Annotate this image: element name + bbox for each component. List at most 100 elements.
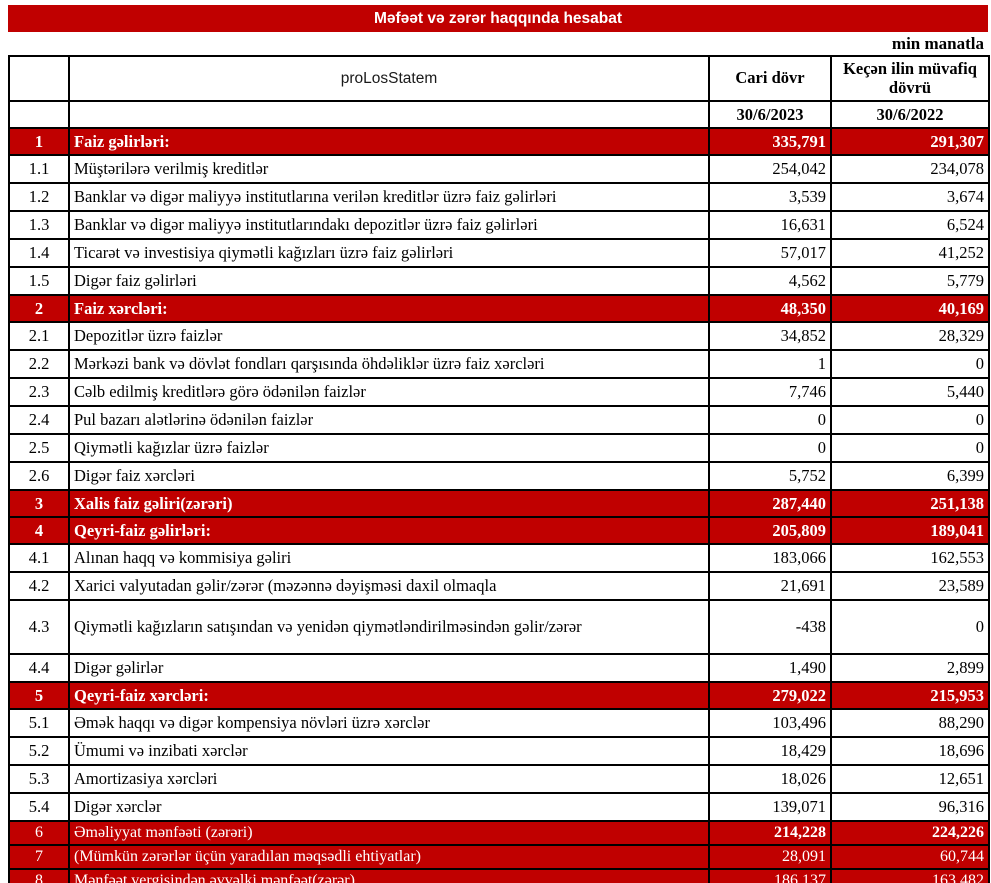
table-header: proLosStatem Cari dövr Keçən ilin müvafi… (8, 55, 990, 129)
table-row: 5.1 Əmək haqqı və digər kompensiya növlər… (8, 708, 990, 738)
prior-value-cell: 18,696 (830, 736, 990, 766)
current-value-cell: 57,017 (708, 238, 832, 268)
row-number-cell: 2.4 (8, 405, 70, 435)
row-number-cell: 4.2 (8, 571, 70, 601)
prior-value-cell: 0 (830, 599, 990, 655)
current-value-cell: 7,746 (708, 377, 832, 407)
row-number-cell: 4.3 (8, 599, 70, 655)
prior-value-cell: 162,553 (830, 543, 990, 573)
table-row: 7 (Mümkün zərərlər üçün yaradılan məqsədl… (8, 844, 990, 870)
table-row: 4.1 Alınan haqq və kommisiya gəliri 183,06… (8, 543, 990, 573)
table-row: 5 Qeyri-faiz xərcləri: 279,022 215,953 (8, 681, 990, 710)
row-label-cell: Mərkəzi bank və dövlət fondları qarşısın… (68, 349, 710, 379)
table-row: 4 Qeyri-faiz gəlirləri: 205,809 189,041 (8, 516, 990, 545)
current-value-cell: 4,562 (708, 266, 832, 296)
table-row: 2 Faiz xərcləri: 48,350 40,169 (8, 294, 990, 323)
prior-value-cell: 0 (830, 405, 990, 435)
row-label-cell: Qiymətli kağızlar üzrə faizlər (68, 433, 710, 463)
row-label-cell: Müştərilərə verilmiş kreditlər (68, 154, 710, 184)
row-number-cell: 5.4 (8, 792, 70, 822)
prior-value-cell: 0 (830, 349, 990, 379)
row-label-cell: Pul bazarı alətlərinə ödənilən faizlər (68, 405, 710, 435)
prior-value-cell: 60,744 (830, 844, 990, 870)
current-value-cell: 335,791 (708, 127, 832, 156)
row-number-cell: 1.4 (8, 238, 70, 268)
current-value-cell: 34,852 (708, 321, 832, 351)
table-row: 2.4 Pul bazarı alətlərinə ödənilən faizlə… (8, 405, 990, 435)
current-value-cell: 18,429 (708, 736, 832, 766)
profit-loss-table: proLosStatem Cari dövr Keçən ilin müvafi… (8, 55, 990, 883)
table-row: 4.2 Xarici valyutadan gəlir/zərər (məzənn… (8, 571, 990, 601)
row-number-cell: 8 (8, 868, 70, 883)
row-number-cell: 1.3 (8, 210, 70, 240)
row-label-cell: Qeyri-faiz gəlirləri: (68, 516, 710, 545)
prior-value-cell: 41,252 (830, 238, 990, 268)
unit-note: min manatla (891, 34, 984, 53)
prior-value-cell: 28,329 (830, 321, 990, 351)
current-value-cell: 287,440 (708, 489, 832, 518)
table-row: 4.3 Qiymətli kağızların satışından və yen… (8, 599, 990, 655)
table-row: 1.4 Ticarət və investisiya qiymətli kağız… (8, 238, 990, 268)
row-label-cell: Ümumi və inzibati xərclər (68, 736, 710, 766)
current-period-date: 30/6/2023 (708, 100, 832, 129)
report-page: Məfəət və zərər haqqında hesabat min man… (8, 5, 990, 883)
current-value-cell: 1 (708, 349, 832, 379)
prior-period-header: Keçən ilin müvafiq dövrü (830, 55, 990, 102)
current-value-cell: 16,631 (708, 210, 832, 240)
current-value-cell: 18,026 (708, 764, 832, 794)
prior-value-cell: 251,138 (830, 489, 990, 518)
table-row: 1.2 Banklar və digər maliyyə institutları… (8, 182, 990, 212)
row-label-cell: Xalis faiz gəliri(zərəri) (68, 489, 710, 518)
prior-value-cell: 2,899 (830, 653, 990, 683)
prior-value-cell: 23,589 (830, 571, 990, 601)
row-number-cell: 2.5 (8, 433, 70, 463)
row-number-cell: 1.1 (8, 154, 70, 184)
name-column-header: proLosStatem (68, 55, 710, 102)
header-row-titles: proLosStatem Cari dövr Keçən ilin müvafi… (8, 55, 990, 102)
prior-period-date: 30/6/2022 (830, 100, 990, 129)
prior-value-cell: 3,674 (830, 182, 990, 212)
table-row: 5.2 Ümumi və inzibati xərclər 18,429 18,696 (8, 736, 990, 766)
row-label-cell: Digər xərclər (68, 792, 710, 822)
prior-value-cell: 6,524 (830, 210, 990, 240)
current-value-cell: 5,752 (708, 461, 832, 491)
row-label-cell: Faiz xərcləri: (68, 294, 710, 323)
row-label-cell: Qiymətli kağızların satışından və yenidə… (68, 599, 710, 655)
row-number-cell: 7 (8, 844, 70, 870)
current-value-cell: 214,228 (708, 820, 832, 846)
row-number-cell: 5 (8, 681, 70, 710)
row-label-cell: Banklar və digər maliyyə institutlarında… (68, 210, 710, 240)
current-value-cell: 28,091 (708, 844, 832, 870)
row-number-cell: 5.1 (8, 708, 70, 738)
row-number-cell: 6 (8, 820, 70, 846)
row-number-cell: 2.1 (8, 321, 70, 351)
table-row: 5.4 Digər xərclər 139,071 96,316 (8, 792, 990, 822)
row-label-cell: Amortizasiya xərcləri (68, 764, 710, 794)
table-row: 1.1 Müştərilərə verilmiş kreditlər 254,042… (8, 154, 990, 184)
row-number-cell: 5.3 (8, 764, 70, 794)
prior-value-cell: 0 (830, 433, 990, 463)
table-row: 1.3 Banklar və digər maliyyə institutları… (8, 210, 990, 240)
current-value-cell: 186,137 (708, 868, 832, 883)
row-number-cell: 4.4 (8, 653, 70, 683)
table-row: 1 Faiz gəlirləri: 335,791 291,307 (8, 127, 990, 156)
row-number-cell: 2 (8, 294, 70, 323)
row-label-cell: Cəlb edilmiş kreditlərə görə ödənilən fa… (68, 377, 710, 407)
row-number-cell: 1 (8, 127, 70, 156)
row-number-cell: 2.2 (8, 349, 70, 379)
empty-corner-cell (8, 55, 70, 102)
current-value-cell: 103,496 (708, 708, 832, 738)
table-row: 3 Xalis faiz gəliri(zərəri) 287,440 251,138 (8, 489, 990, 518)
table-row: 2.5 Qiymətli kağızlar üzrə faizlər 0 0 (8, 433, 990, 463)
table-body: 1 Faiz gəlirləri: 335,791 291,307 1.1 Müştəri… (8, 127, 990, 883)
prior-value-cell: 224,226 (830, 820, 990, 846)
row-number-cell: 1.2 (8, 182, 70, 212)
current-value-cell: 254,042 (708, 154, 832, 184)
row-number-cell: 5.2 (8, 736, 70, 766)
prior-value-cell: 291,307 (830, 127, 990, 156)
row-label-cell: Xarici valyutadan gəlir/zərər (məzənnə d… (68, 571, 710, 601)
current-period-header: Cari dövr (708, 55, 832, 102)
prior-value-cell: 163,482 (830, 868, 990, 883)
row-number-cell: 2.6 (8, 461, 70, 491)
row-number-cell: 4.1 (8, 543, 70, 573)
